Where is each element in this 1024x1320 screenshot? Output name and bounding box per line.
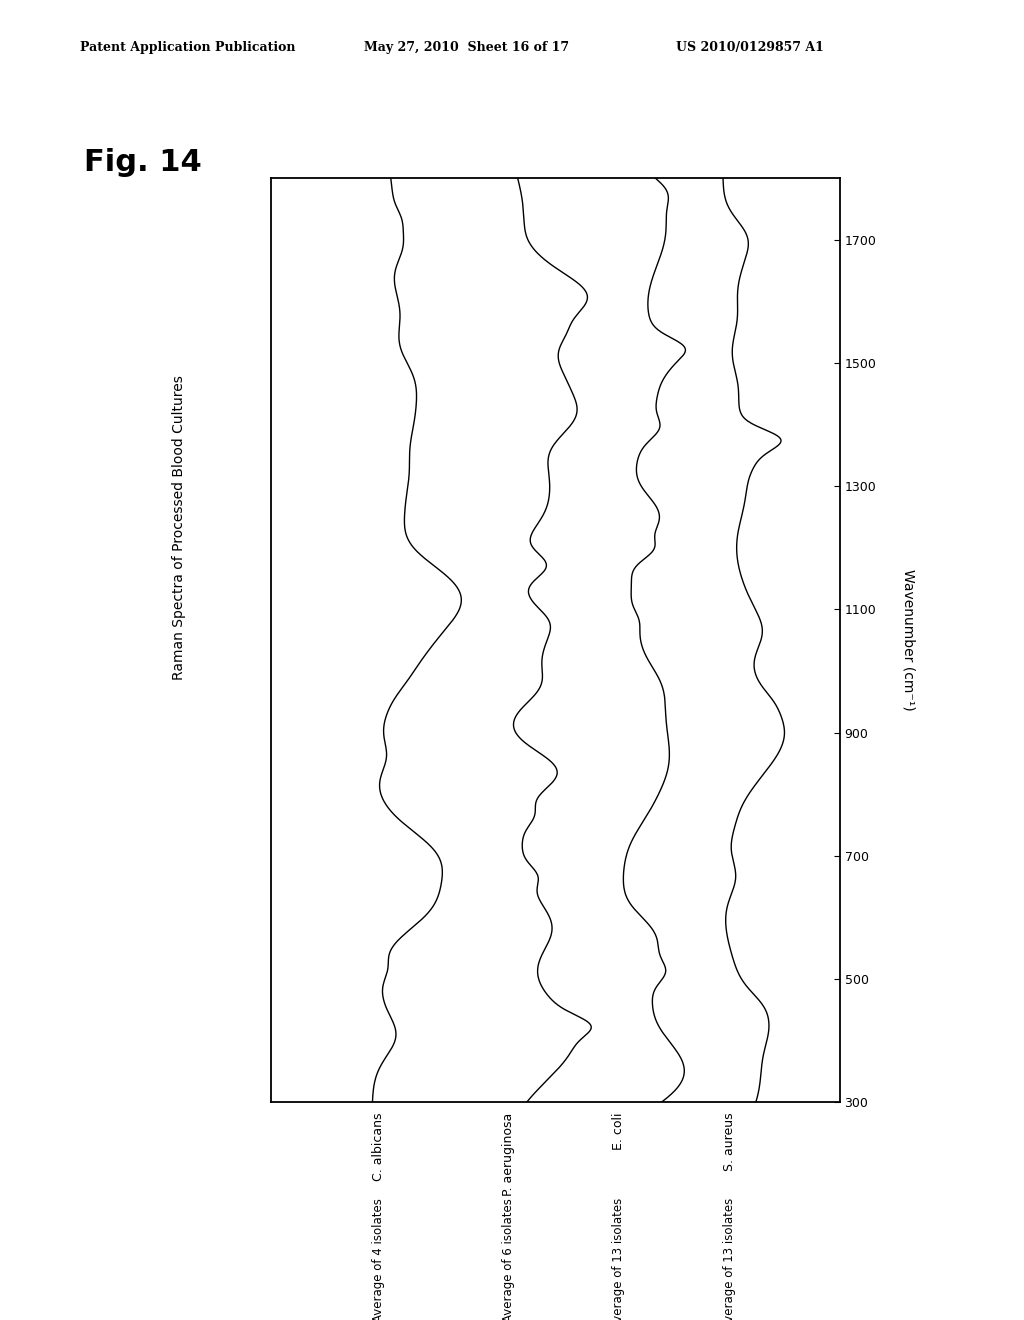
Text: US 2010/0129857 A1: US 2010/0129857 A1 — [676, 41, 823, 54]
Text: Average of 13 isolates: Average of 13 isolates — [723, 1199, 736, 1320]
Text: Patent Application Publication: Patent Application Publication — [80, 41, 295, 54]
Text: Fig. 14: Fig. 14 — [84, 148, 202, 177]
Text: C. albicans: C. albicans — [372, 1113, 385, 1181]
Text: P. aeruginosa: P. aeruginosa — [502, 1113, 515, 1196]
Y-axis label: Wavenumber (cm⁻¹): Wavenumber (cm⁻¹) — [901, 569, 915, 711]
Text: May 27, 2010  Sheet 16 of 17: May 27, 2010 Sheet 16 of 17 — [364, 41, 568, 54]
Text: Average of 13 isolates: Average of 13 isolates — [612, 1199, 626, 1320]
Text: E. coli: E. coli — [612, 1113, 626, 1150]
Text: Average of 4 isolates: Average of 4 isolates — [372, 1199, 385, 1320]
Text: Raman Spectra of Processed Blood Cultures: Raman Spectra of Processed Blood Culture… — [172, 376, 186, 680]
Text: Average of 6 isolates: Average of 6 isolates — [502, 1199, 515, 1320]
Text: S. aureus: S. aureus — [723, 1113, 736, 1171]
